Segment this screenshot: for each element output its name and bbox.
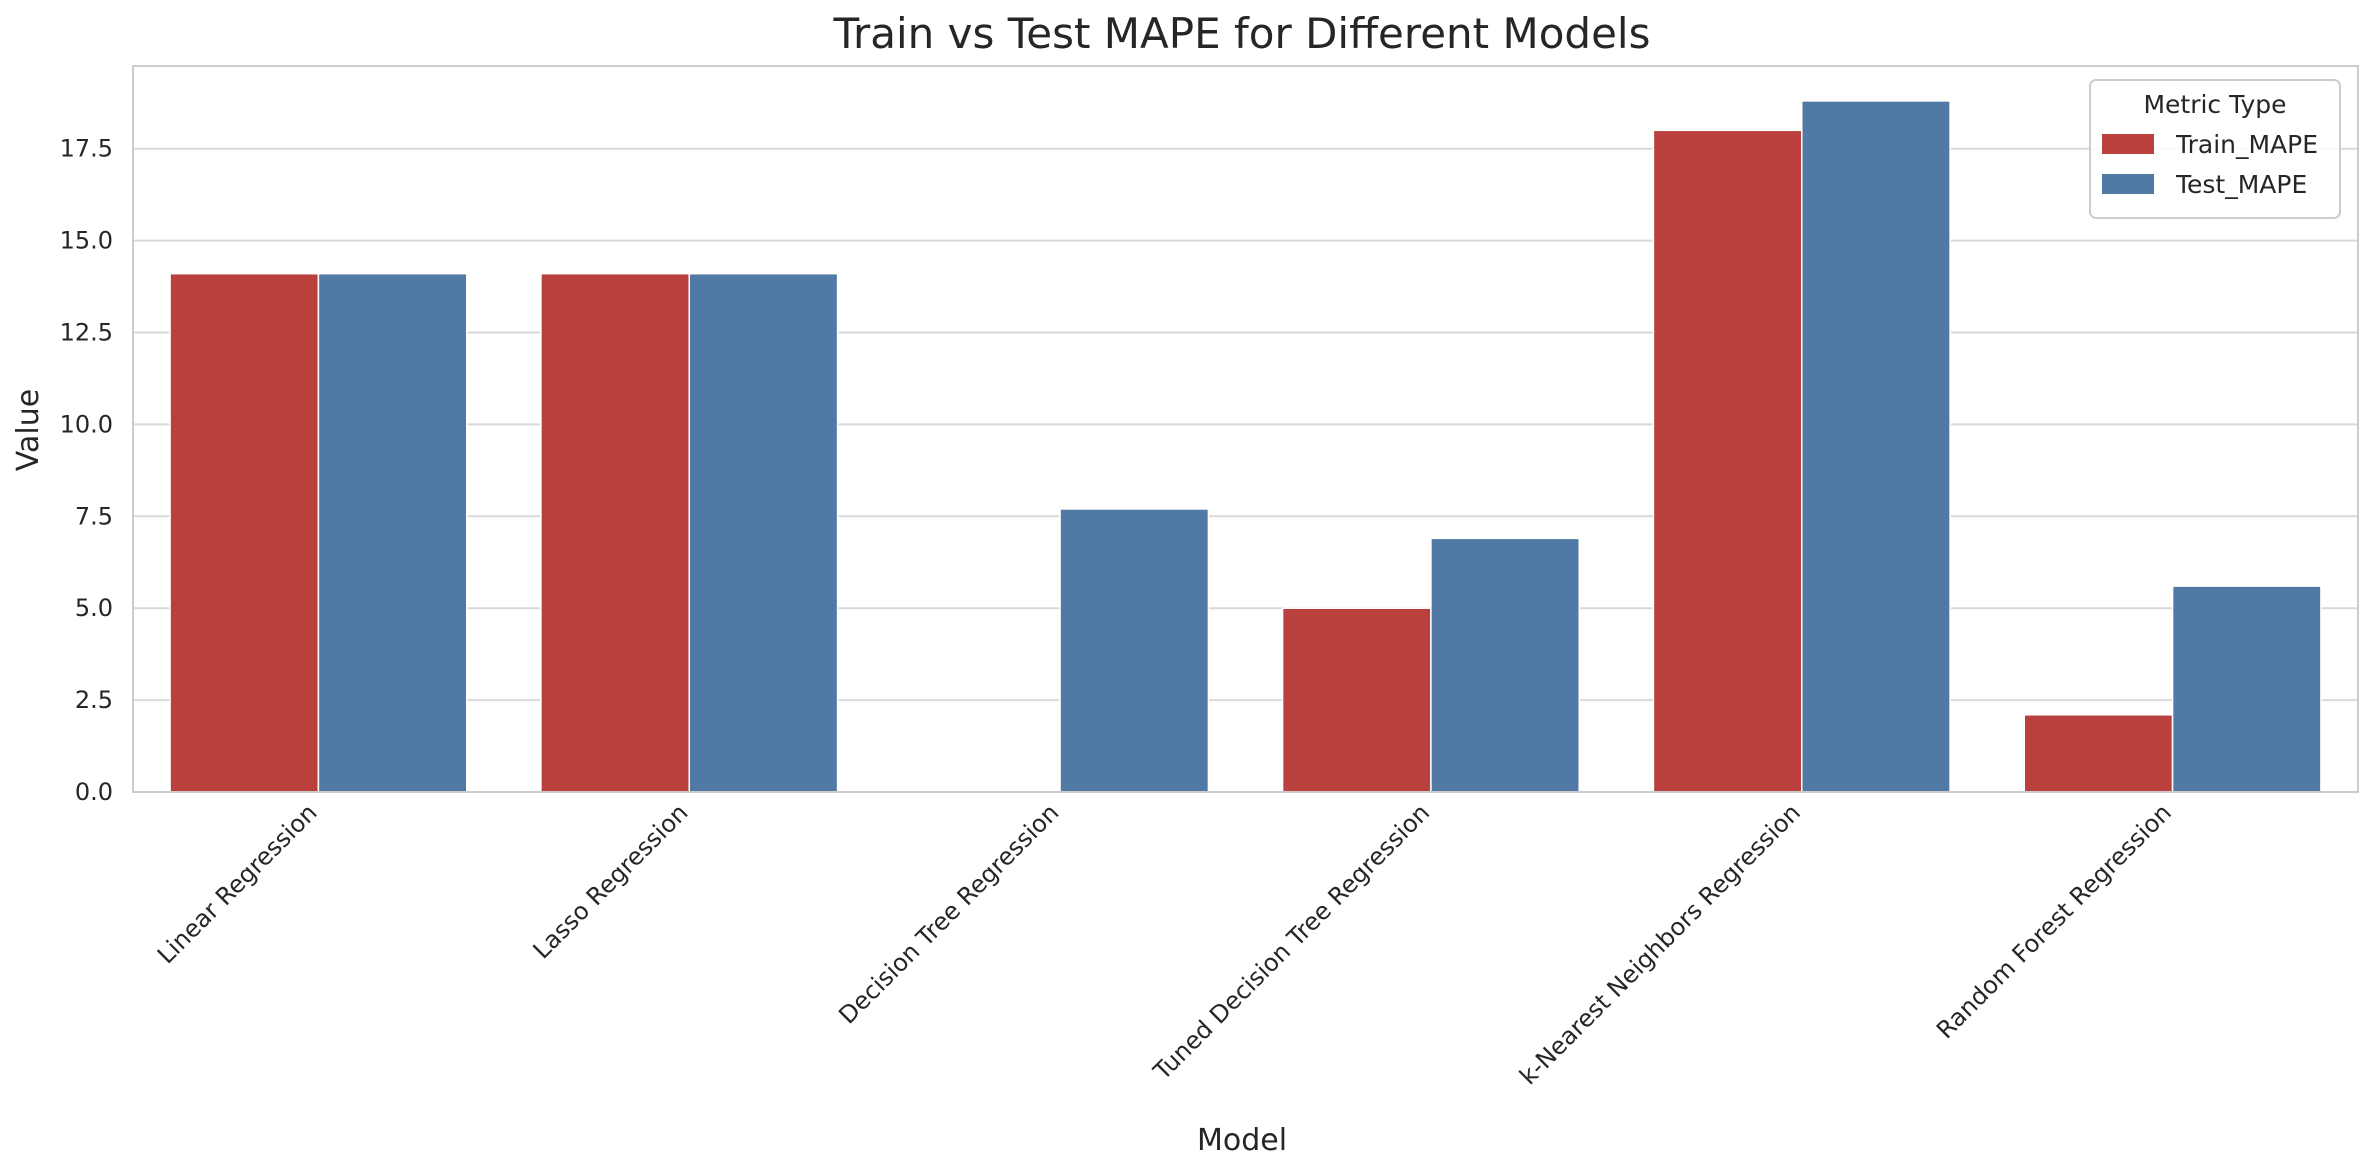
bar-test-mape	[1801, 100, 1951, 793]
y-tick-label: 2.5	[75, 686, 113, 714]
x-tick-label: k-Nearest Neighbors Regression	[1514, 798, 1806, 1090]
y-tick-label: 15.0	[60, 227, 113, 255]
y-tick-label: 10.0	[60, 410, 113, 438]
bar-train-mape	[169, 272, 320, 793]
x-tick-label: Linear Regression	[152, 798, 323, 969]
bar-train-mape	[1652, 129, 1803, 793]
y-tick-label: 17.5	[60, 135, 113, 163]
x-tick-label: Tuned Decision Tree Regression	[1148, 798, 1436, 1086]
y-tick-label: 12.5	[60, 319, 113, 347]
x-tick-label: Lasso Regression	[528, 798, 694, 964]
legend-label: Test_MAPE	[2175, 170, 2307, 199]
x-tick-label: Decision Tree Regression	[833, 798, 1064, 1029]
bar-train-mape	[2023, 714, 2174, 793]
bar-test-mape	[1430, 537, 1580, 793]
bar-test-mape	[1059, 508, 1210, 793]
legend-swatch-test-mape	[2102, 174, 2154, 194]
plot-area: 0.0 2.5 5.0 7.5 10.0 12.5 15.0 17.5 Linear Regre…	[60, 65, 2359, 1090]
plot-frame	[132, 65, 2359, 793]
bar-train-mape	[1281, 607, 1432, 793]
legend-label: Train_MAPE	[2175, 130, 2318, 159]
chart-title: Train vs Test MAPE for Different Models	[833, 9, 1651, 58]
legend: Metric Type Train_MAPE Test_MAPE	[2089, 79, 2341, 219]
x-axis-title: Model	[1197, 1123, 1287, 1158]
y-tick-label: 5.0	[75, 594, 113, 622]
bar-test-mape	[688, 272, 839, 793]
y-tick-label: 7.5	[75, 502, 113, 530]
bar-test-mape	[2171, 585, 2322, 793]
bar-test-mape	[317, 272, 468, 793]
legend-title: Metric Type	[2143, 90, 2286, 119]
legend-swatch-train-mape	[2102, 134, 2154, 154]
bar-train-mape	[540, 272, 691, 793]
y-axis-title: Value	[11, 389, 46, 471]
y-tick-label: 0.0	[75, 778, 113, 806]
x-tick-label: Random Forest Regression	[1931, 798, 2177, 1044]
